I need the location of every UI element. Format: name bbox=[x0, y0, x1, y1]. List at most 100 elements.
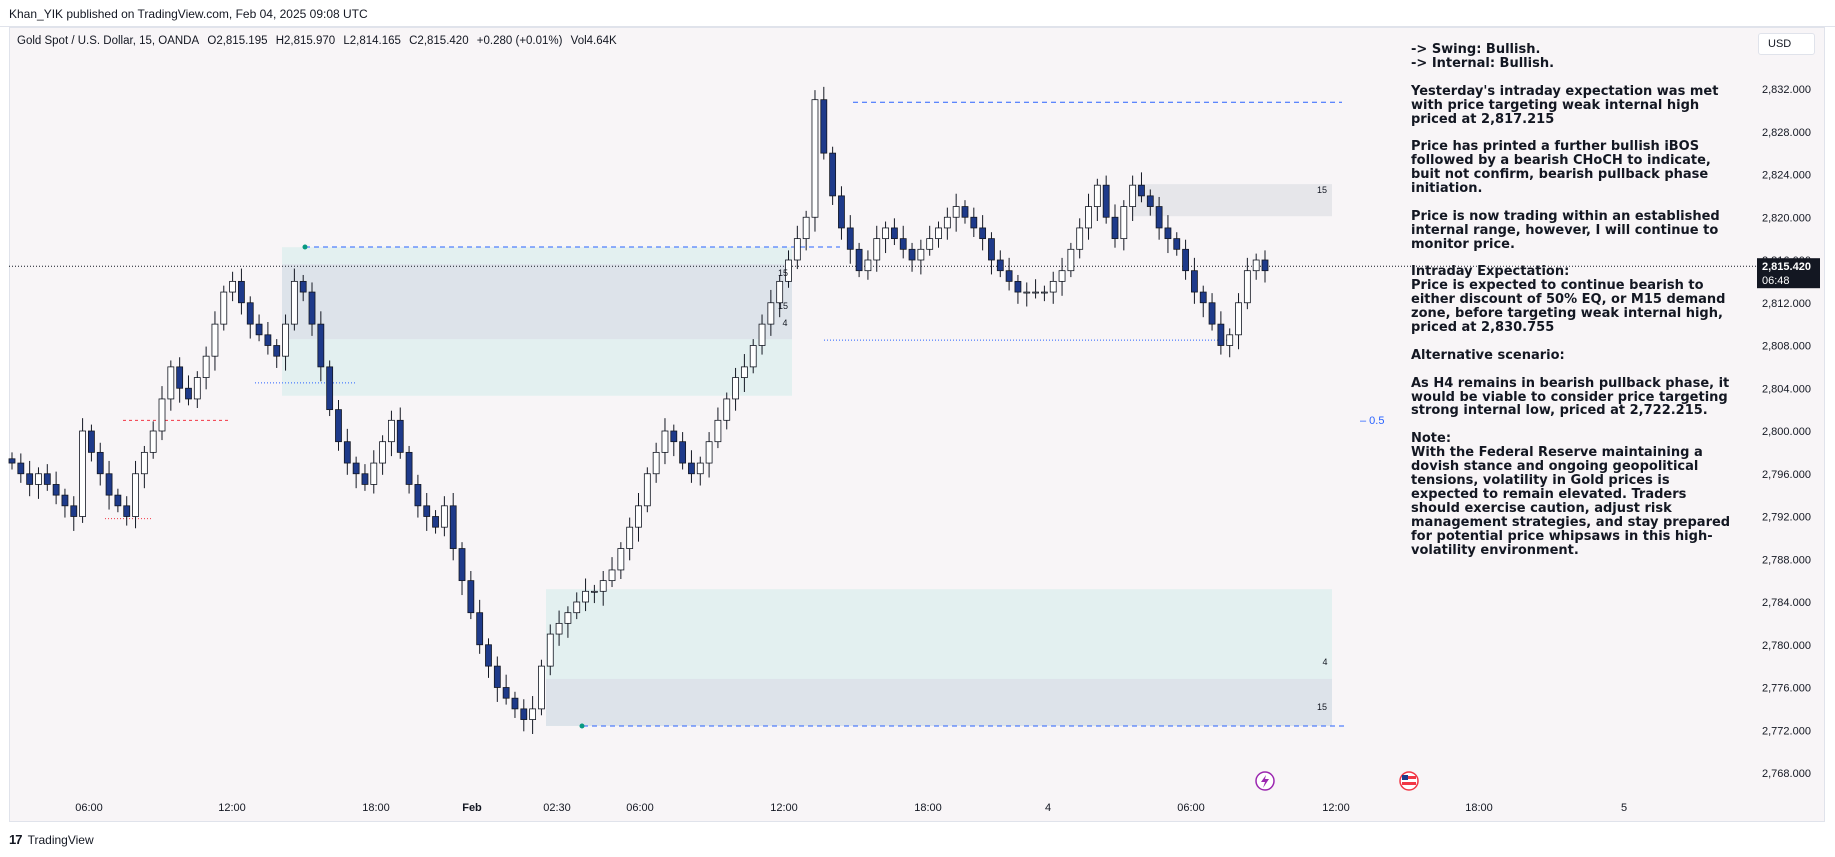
candle bbox=[635, 492, 642, 542]
bear-candle-body bbox=[493, 665, 501, 688]
candle bbox=[17, 453, 25, 483]
candle bbox=[899, 225, 907, 259]
symbol-name[interactable]: Gold Spot / U.S. Dollar, 15, OANDA bbox=[17, 35, 200, 47]
candle bbox=[123, 496, 131, 526]
bull-candle-body bbox=[229, 280, 236, 293]
bear-candle-body bbox=[899, 238, 907, 250]
current-price-label: 2,815.420 bbox=[1762, 261, 1811, 273]
bear-candle-body bbox=[185, 387, 192, 400]
bear-candle-body bbox=[988, 238, 995, 261]
bull-candle-body bbox=[1226, 334, 1234, 346]
bear-candle-body bbox=[688, 462, 695, 475]
bear-candle-body bbox=[961, 206, 969, 218]
time-axis-label: 18:00 bbox=[1465, 802, 1493, 814]
commentary-paragraph-1: Yesterday's intraday expectation was met… bbox=[1411, 83, 1719, 127]
countdown-label: 06:48 bbox=[1762, 275, 1790, 287]
flag-stripe bbox=[1402, 782, 1416, 785]
current-price-box bbox=[1757, 258, 1820, 289]
bear-candle-body bbox=[26, 473, 34, 485]
candle bbox=[573, 592, 581, 620]
bear-candle-body bbox=[1164, 227, 1172, 240]
tradingview-footer[interactable]: 17 TradingView bbox=[9, 832, 94, 847]
bull-candle-body bbox=[149, 430, 157, 453]
candle bbox=[661, 418, 669, 465]
bull-candle-body bbox=[1041, 291, 1048, 294]
internal-bias: -> Internal: Bullish. bbox=[1411, 55, 1555, 71]
ohlc-open: O2,815.195 bbox=[207, 35, 268, 47]
price-axis-label: 2,804.000 bbox=[1762, 383, 1811, 395]
candle bbox=[590, 584, 598, 604]
bear-candle-body bbox=[1146, 195, 1154, 207]
bear-candle-body bbox=[352, 462, 360, 475]
bull-candle-body bbox=[211, 323, 219, 357]
candle bbox=[440, 496, 448, 537]
ohlc-high: H2,815.970 bbox=[275, 35, 336, 47]
m15-zone bbox=[1132, 184, 1332, 217]
commentary-paragraph-2: Price has printed a further bullish iBOS… bbox=[1411, 139, 1711, 197]
currency-button[interactable]: USD bbox=[1758, 33, 1815, 55]
candle bbox=[1085, 193, 1092, 240]
candle bbox=[520, 699, 528, 732]
footer-brand: TradingView bbox=[27, 833, 94, 847]
candle bbox=[679, 432, 687, 470]
candle bbox=[1120, 200, 1128, 251]
volume-readout: Vol4.64K bbox=[570, 35, 617, 47]
bull-candle-body bbox=[370, 462, 378, 485]
bear-candle-body bbox=[970, 216, 978, 229]
bear-candle-body bbox=[829, 152, 837, 197]
candle bbox=[458, 542, 466, 596]
candle bbox=[1191, 257, 1198, 304]
candle bbox=[467, 571, 475, 620]
candle bbox=[1014, 274, 1022, 304]
us-flag-event-icon bbox=[1399, 771, 1419, 791]
bear-candle-body bbox=[679, 441, 687, 464]
bull-candle-body bbox=[952, 206, 960, 218]
price-axis-label: 2,780.000 bbox=[1762, 640, 1811, 652]
candle bbox=[202, 346, 210, 390]
price-axis-label: 2,784.000 bbox=[1762, 597, 1811, 609]
candle bbox=[1023, 282, 1031, 307]
zone-timeframe-label: 4 bbox=[1322, 657, 1327, 667]
candle bbox=[1005, 257, 1013, 291]
candle bbox=[926, 225, 934, 256]
candle bbox=[8, 452, 16, 470]
candle bbox=[79, 418, 86, 523]
bear-candle-body bbox=[335, 409, 342, 443]
fib-eq-label: – 0.5 bbox=[1360, 415, 1384, 427]
bear-candle-body bbox=[96, 451, 104, 475]
supply-zone-inner bbox=[282, 264, 792, 340]
candle bbox=[52, 471, 60, 505]
bull-candle-body bbox=[132, 473, 139, 517]
candle bbox=[749, 339, 757, 374]
candle bbox=[1138, 172, 1145, 203]
candle bbox=[167, 360, 175, 411]
candle bbox=[476, 599, 484, 654]
candle bbox=[388, 410, 395, 457]
bull-candle-body bbox=[635, 505, 642, 528]
tradingview-logo-icon: 17 bbox=[9, 832, 23, 847]
bull-candle-body bbox=[873, 238, 881, 261]
candle bbox=[1146, 189, 1154, 216]
candle bbox=[379, 435, 387, 475]
flag-canton bbox=[1402, 775, 1408, 780]
note-body: With the Federal Reserve maintaining a d… bbox=[1411, 445, 1731, 558]
bear-candle-body bbox=[820, 99, 828, 154]
ohlc-low: L2,814.165 bbox=[343, 35, 401, 47]
bear-candle-body bbox=[1173, 238, 1181, 250]
bear-candle-body bbox=[838, 195, 845, 229]
candle bbox=[1155, 196, 1163, 240]
candle bbox=[1235, 293, 1242, 350]
candle bbox=[158, 386, 166, 441]
candle bbox=[493, 656, 501, 702]
bear-candle-body bbox=[502, 687, 510, 699]
candle bbox=[820, 86, 828, 160]
time-axis-label: 18:00 bbox=[362, 802, 390, 814]
candle bbox=[414, 474, 422, 518]
bull-candle-body bbox=[379, 441, 387, 464]
price-axis-label: 2,768.000 bbox=[1762, 768, 1811, 780]
bear-candle-body bbox=[449, 505, 457, 549]
bull-candle-body bbox=[167, 366, 175, 400]
ohlc-close: C2,815.420 bbox=[409, 35, 469, 47]
candle bbox=[485, 638, 492, 678]
